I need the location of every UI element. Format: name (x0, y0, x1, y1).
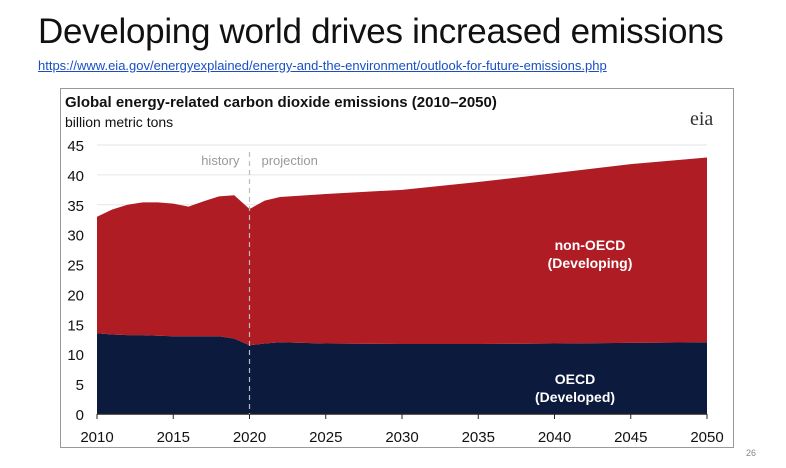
page-number: 26 (745, 448, 756, 458)
y-tick-label: 15 (67, 317, 84, 334)
y-tick-label: 25 (67, 258, 84, 275)
x-tick-label: 2010 (80, 429, 113, 446)
x-tick-label: 2025 (309, 429, 342, 446)
y-tick-label: 10 (67, 347, 84, 364)
chart-title: Global energy-related carbon dioxide emi… (65, 94, 497, 111)
y-tick-label: 35 (67, 198, 84, 215)
x-tick-label: 2050 (690, 429, 723, 446)
x-tick-label: 2020 (233, 429, 266, 446)
series-label-1-line1: non-OECD (555, 237, 626, 253)
x-tick-label: 2040 (538, 429, 571, 446)
eia-logo: eia (690, 108, 714, 130)
y-tick-label: 40 (67, 168, 84, 185)
x-tick-label: 2035 (462, 429, 495, 446)
y-tick-label: 30 (67, 228, 84, 245)
y-tick-label: 20 (67, 287, 84, 304)
history-label: history (201, 153, 240, 168)
slide-title: Developing world drives increased emissi… (38, 12, 724, 51)
source-link[interactable]: https://www.eia.gov/energyexplained/ener… (38, 58, 607, 73)
area-oecd (97, 333, 707, 414)
projection-label: projection (262, 153, 318, 168)
series-label-0-line1: OECD (555, 371, 595, 387)
y-axis-label: billion metric tons (65, 114, 174, 130)
x-tick-label: 2015 (157, 429, 190, 446)
x-tick-label: 2030 (385, 429, 418, 446)
y-tick-label: 45 (67, 138, 84, 155)
y-tick-label: 0 (76, 407, 84, 424)
x-tick-label: 2045 (614, 429, 647, 446)
series-label-1-line2: (Developing) (548, 255, 633, 271)
series-label-0-line2: (Developed) (535, 389, 615, 405)
y-tick-label: 5 (76, 377, 84, 394)
